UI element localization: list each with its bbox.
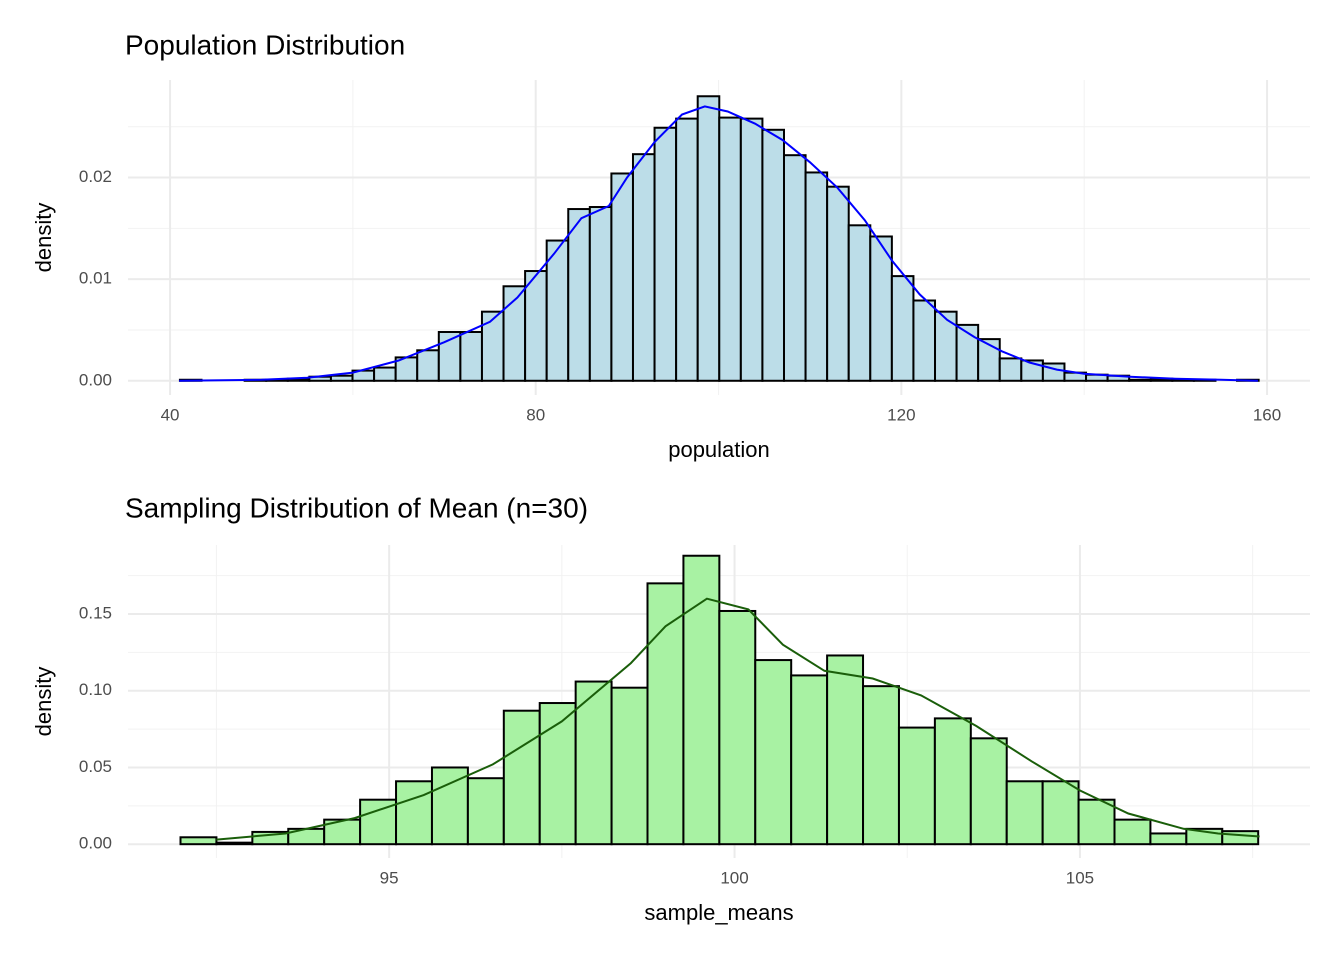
bar xyxy=(588,206,613,382)
bar xyxy=(739,117,764,382)
bar xyxy=(934,310,958,382)
bar xyxy=(480,310,505,382)
bar xyxy=(1113,818,1152,846)
density-curve xyxy=(216,597,1260,841)
bar xyxy=(696,95,721,382)
bar xyxy=(897,726,936,846)
bar xyxy=(969,737,1008,846)
x-tick-label: 160 xyxy=(1253,405,1281,424)
bar xyxy=(790,674,829,846)
bar xyxy=(416,349,440,382)
bar xyxy=(869,235,893,382)
chart-title: Sampling Distribution of Mean (n=30) xyxy=(125,492,588,523)
x-tick-label: 80 xyxy=(526,405,545,424)
y-tick-label: 0.15 xyxy=(79,604,112,623)
bar xyxy=(754,659,793,846)
bar xyxy=(430,766,469,846)
bar xyxy=(890,275,915,382)
bar xyxy=(1077,798,1116,846)
bar xyxy=(653,126,678,382)
bar xyxy=(574,680,613,846)
bar xyxy=(179,836,218,846)
bar xyxy=(761,128,785,382)
bar xyxy=(502,709,541,846)
bar xyxy=(718,609,757,846)
y-axis-title: density xyxy=(31,667,56,737)
bar xyxy=(1221,830,1260,846)
bar xyxy=(329,374,354,382)
bar xyxy=(933,717,972,846)
bar xyxy=(610,686,649,846)
bar xyxy=(545,239,570,382)
bar xyxy=(610,172,634,382)
bar xyxy=(862,685,900,846)
x-axis-title: population xyxy=(668,437,770,462)
x-tick-label: 95 xyxy=(380,868,399,887)
bar xyxy=(847,224,872,382)
y-tick-label: 0.01 xyxy=(79,269,112,288)
bar xyxy=(675,117,699,382)
bar xyxy=(718,116,742,382)
x-tick-label: 105 xyxy=(1066,868,1094,887)
bar xyxy=(826,185,850,382)
bar xyxy=(567,208,591,382)
bar xyxy=(1128,378,1152,382)
bar xyxy=(524,270,548,382)
y-tick-label: 0.05 xyxy=(79,757,112,776)
bar xyxy=(459,331,483,382)
bar xyxy=(804,171,829,382)
bar xyxy=(215,841,254,846)
bar xyxy=(631,153,656,382)
density-curve xyxy=(179,105,1258,382)
bar xyxy=(682,554,721,846)
x-tick-label: 120 xyxy=(887,405,915,424)
bar xyxy=(373,366,397,382)
bar xyxy=(1005,780,1044,846)
bar xyxy=(826,654,865,846)
bar xyxy=(1149,832,1188,846)
y-tick-label: 0.00 xyxy=(79,370,112,389)
y-tick-label: 0.02 xyxy=(79,167,112,186)
x-axis-title: sample_means xyxy=(644,900,793,925)
bar xyxy=(782,154,807,382)
x-tick-label: 40 xyxy=(161,405,180,424)
y-tick-label: 0.10 xyxy=(79,680,112,699)
y-tick-label: 0.00 xyxy=(79,834,112,853)
bar xyxy=(646,582,685,846)
x-tick-label: 100 xyxy=(720,868,748,887)
y-axis-title: density xyxy=(31,203,56,273)
bar xyxy=(395,780,433,846)
bar xyxy=(998,357,1023,382)
chart-title: Population Distribution xyxy=(125,29,405,60)
bar xyxy=(1041,780,1080,846)
bar xyxy=(912,299,937,382)
bar xyxy=(466,777,505,846)
